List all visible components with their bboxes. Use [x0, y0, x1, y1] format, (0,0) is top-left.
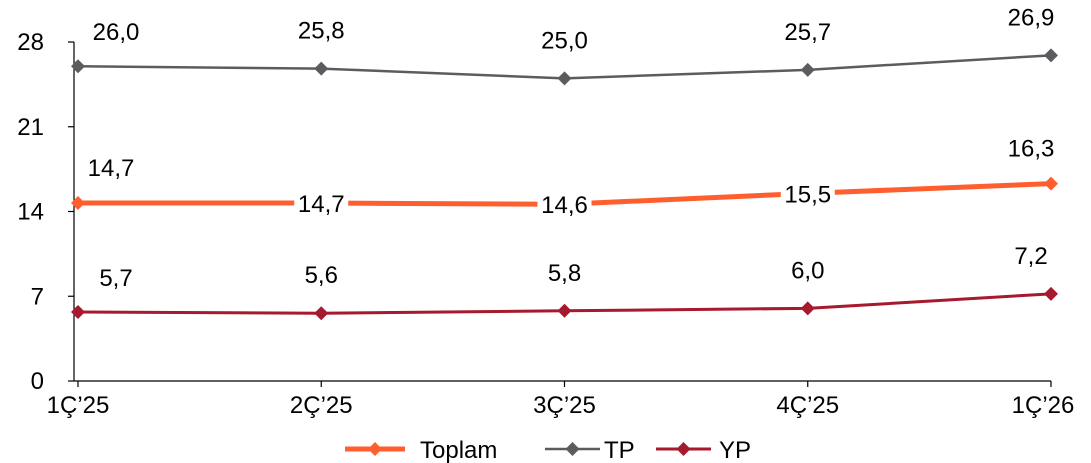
data-label: 7,2 [1014, 243, 1047, 270]
data-label: 14,6 [541, 192, 588, 219]
data-point [314, 306, 329, 321]
x-tick-label: 2Ç’25 [290, 392, 353, 419]
data-label: 6,0 [791, 257, 824, 284]
x-ticks: 1Ç’25 2Ç’25 3Ç’25 4Ç’25 1Ç’26 [47, 381, 1075, 419]
data-label: 16,3 [1008, 136, 1055, 163]
data-point [71, 59, 85, 74]
data-label: 25,7 [784, 19, 831, 46]
data-label: 14,7 [298, 191, 345, 218]
data-point [1044, 286, 1058, 301]
y-tick-label: 0 [31, 368, 44, 395]
y-tick-label: 21 [17, 114, 44, 141]
y-ticks: 0 7 14 21 28 [17, 29, 74, 395]
data-label: 25,8 [298, 18, 345, 45]
data-label: 15,5 [784, 181, 831, 208]
data-label: 26,9 [1008, 4, 1055, 31]
data-point [71, 196, 85, 211]
legend-marker [368, 442, 382, 456]
data-point [557, 303, 572, 318]
x-tick-label: 1Ç’26 [1012, 392, 1075, 419]
data-point [800, 301, 815, 316]
legend: Toplam TP YP [345, 437, 751, 463]
legend-label: YP [719, 437, 751, 463]
data-point [1044, 176, 1058, 191]
data-label: 25,0 [541, 27, 588, 54]
data-label-bg [294, 190, 349, 219]
y-tick-label: 7 [31, 283, 44, 310]
data-label: 14,7 [88, 155, 135, 182]
y-tick-label: 14 [17, 199, 44, 226]
legend-label: TP [604, 437, 635, 463]
data-point [314, 61, 329, 76]
data-labels: 14,7 14,7 14,6 15,5 16,3 26,0 25,8 25,0 25,7 26,9… [88, 4, 1055, 292]
legend-marker [676, 442, 691, 456]
data-label: 5,8 [548, 260, 581, 287]
data-point [557, 71, 572, 86]
data-label: 5,7 [99, 265, 132, 292]
legend-marker [565, 442, 580, 456]
x-tick-label: 3Ç’25 [533, 392, 596, 419]
data-point [71, 304, 85, 319]
x-tick-label: 4Ç’25 [776, 392, 839, 419]
data-point [800, 62, 815, 77]
legend-label: Toplam [420, 437, 497, 463]
data-label-bg [537, 191, 592, 220]
data-point [1044, 48, 1058, 63]
data-label: 26,0 [93, 19, 140, 46]
x-tick-label: 1Ç’25 [47, 392, 110, 419]
data-label: 5,6 [305, 262, 338, 289]
y-tick-label: 28 [17, 29, 44, 56]
data-label-bg [780, 180, 835, 209]
